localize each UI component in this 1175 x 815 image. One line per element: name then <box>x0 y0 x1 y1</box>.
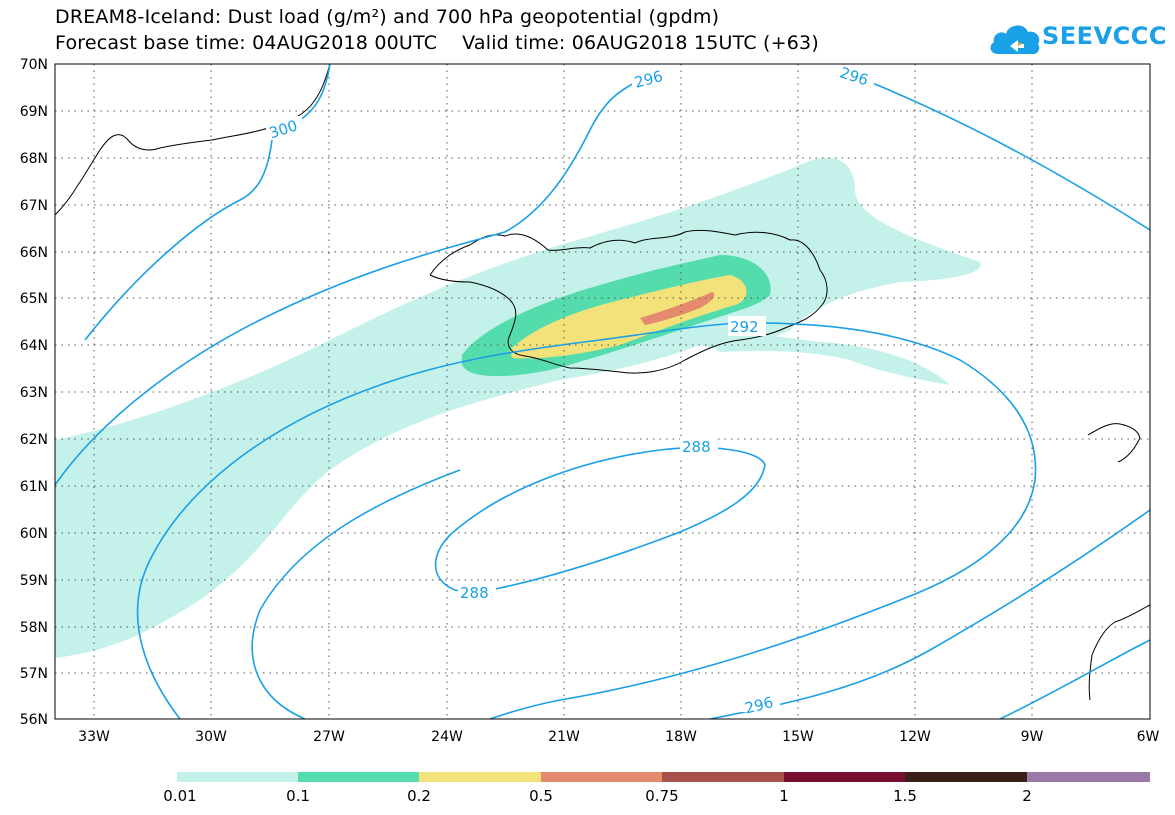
lon-label: 33W <box>78 729 110 745</box>
colorbar-label: 0.01 <box>163 787 196 805</box>
colorbar: 0.01 0.1 0.2 0.5 0.75 1 1.5 2 <box>163 772 1150 805</box>
lon-label: 30W <box>195 729 227 745</box>
latitude-labels: 70N 69N 68N 67N 66N 65N 64N 63N 62N 61N … <box>20 57 48 728</box>
lat-label: 60N <box>20 526 48 542</box>
coastlines <box>55 64 1150 701</box>
contour-label: 288 <box>682 438 711 456</box>
colorbar-label: 0.75 <box>645 787 678 805</box>
lat-label: 61N <box>20 479 48 495</box>
contour-label-group: 296 296 300 292 288 288 296 <box>266 64 874 718</box>
colorbar-label: 0.1 <box>286 787 310 805</box>
lat-label: 56N <box>20 712 48 728</box>
dust-level-0.01 <box>55 157 981 658</box>
iceland-coast <box>429 229 828 374</box>
dust-shading <box>55 157 981 658</box>
lon-label: 24W <box>431 729 463 745</box>
lon-label: 9W <box>1021 729 1044 745</box>
faroe-coast <box>1087 423 1141 463</box>
contour-296-south <box>709 509 1150 719</box>
colorbar-swatch <box>905 772 1027 782</box>
lat-label: 69N <box>20 104 48 120</box>
colorbar-swatch <box>177 772 298 782</box>
valid-time: Valid time: 06AUG2018 15UTC (+63) <box>462 32 819 54</box>
longitude-labels: 33W 30W 27W 24W 21W 18W 15W 12W 9W 6W <box>78 729 1159 745</box>
contour-296-east <box>869 81 1150 231</box>
scotland-coast <box>1088 604 1150 701</box>
lat-label: 67N <box>20 198 48 214</box>
map-title: DREAM8-Iceland: Dust load (g/m²) and 700… <box>55 6 720 28</box>
lat-label: 62N <box>20 432 48 448</box>
plot-frame <box>54 63 1151 720</box>
lon-label: 15W <box>782 729 814 745</box>
contour-300-greenland <box>299 64 331 121</box>
seevccc-logo: SEEVCCC <box>988 14 1167 62</box>
cloud-logo-icon <box>990 25 1040 55</box>
contour-288 <box>434 446 766 593</box>
lat-label: 63N <box>20 385 48 401</box>
colorbar-label: 2 <box>1022 787 1032 805</box>
lat-label: 64N <box>20 338 48 354</box>
contour-label: 288 <box>460 584 489 602</box>
lat-label: 57N <box>20 666 48 682</box>
plot-area: 296 296 300 292 288 288 296 <box>55 64 1150 719</box>
colorbar-label: 1 <box>779 787 789 805</box>
colorbar-swatch <box>298 772 419 782</box>
graticule <box>55 64 1150 719</box>
dust-level-0.2 <box>510 275 747 359</box>
contour-300-southeast <box>999 639 1150 719</box>
colorbar-swatch <box>1027 772 1150 782</box>
lon-label: 27W <box>313 729 345 745</box>
lat-label: 66N <box>20 245 48 261</box>
contour-296-south-west <box>251 469 461 719</box>
contour-label: 292 <box>730 318 759 336</box>
dust-level-0.5 <box>640 292 715 325</box>
colorbar-swatch <box>662 772 784 782</box>
lon-label: 21W <box>548 729 580 745</box>
colorbar-swatch <box>784 772 905 782</box>
colorbar-swatch <box>419 772 541 782</box>
time-info: Forecast base time: 04AUG2018 00UTC Vali… <box>55 32 819 54</box>
lat-label: 68N <box>20 151 48 167</box>
colorbar-label: 1.5 <box>893 787 917 805</box>
colorbar-label: 0.2 <box>407 787 431 805</box>
lat-label: 58N <box>20 620 48 636</box>
lat-label: 70N <box>20 57 48 73</box>
contour-292 <box>136 322 1037 719</box>
logo-text: SEEVCCC <box>1042 22 1167 50</box>
lon-label: 12W <box>899 729 931 745</box>
lat-label: 59N <box>20 573 48 589</box>
colorbar-swatch <box>541 772 662 782</box>
greenland-coast <box>55 64 331 216</box>
lat-label: 65N <box>20 291 48 307</box>
lon-label: 6W <box>1137 729 1160 745</box>
colorbar-label: 0.5 <box>529 787 553 805</box>
contour-296-west <box>55 79 641 486</box>
contour-300-north <box>84 139 273 341</box>
base-time: Forecast base time: 04AUG2018 00UTC <box>55 32 438 54</box>
dust-level-0.01-south <box>700 335 950 385</box>
geopotential-contours <box>55 64 1150 719</box>
lon-label: 18W <box>665 729 697 745</box>
